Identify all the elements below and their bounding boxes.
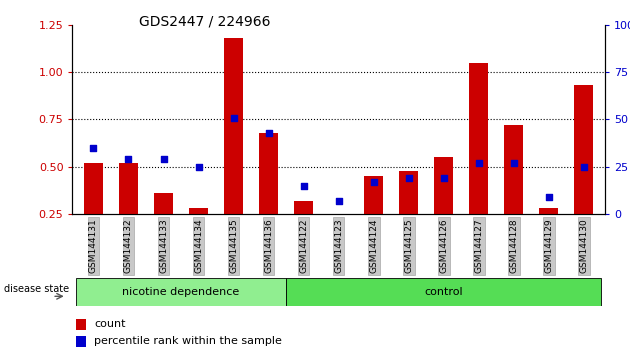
Bar [504,125,524,262]
Text: GSM144124: GSM144124 [369,219,378,273]
Point [508,160,518,166]
Text: GSM144135: GSM144135 [229,219,238,273]
Bar [469,63,488,262]
Bar [294,201,313,262]
Text: control: control [425,287,463,297]
Point [229,115,239,120]
Point [159,156,169,162]
Point [299,183,309,189]
Point [544,194,554,200]
Text: GSM144136: GSM144136 [264,219,273,273]
Text: GSM144133: GSM144133 [159,219,168,273]
Bar [76,319,86,330]
Point [404,175,414,181]
Bar [259,133,278,262]
Point [579,164,589,170]
Point [263,130,273,136]
Point [88,145,98,151]
Point [369,179,379,185]
Text: GSM144128: GSM144128 [509,219,518,273]
Text: GSM144126: GSM144126 [439,219,448,273]
Bar [364,176,383,262]
Text: count: count [94,319,125,329]
Text: GSM144134: GSM144134 [194,219,203,273]
Bar [76,336,86,347]
Bar [574,85,593,262]
Text: GSM144122: GSM144122 [299,219,308,273]
Bar [539,209,558,262]
Text: GSM144130: GSM144130 [580,219,588,273]
Text: GSM144127: GSM144127 [474,219,483,273]
Point [193,164,203,170]
Text: percentile rank within the sample: percentile rank within the sample [94,336,282,346]
Text: GDS2447 / 224966: GDS2447 / 224966 [139,14,270,28]
Bar [154,193,173,262]
Bar [84,163,103,262]
Bar [189,209,208,262]
Point [438,175,449,181]
Text: GSM144129: GSM144129 [544,219,553,273]
Point [474,160,484,166]
Point [333,198,343,204]
Bar [286,278,601,306]
Bar [399,171,418,262]
Bar [76,278,286,306]
Bar [329,258,348,262]
Bar [119,163,138,262]
Text: GSM144132: GSM144132 [124,219,133,273]
Text: nicotine dependence: nicotine dependence [122,287,239,297]
Text: GSM144131: GSM144131 [89,219,98,273]
Text: GSM144123: GSM144123 [334,219,343,273]
Bar [224,38,243,262]
Text: disease state: disease state [4,284,69,294]
Point [123,156,134,162]
Bar [434,157,454,262]
Text: GSM144125: GSM144125 [404,219,413,273]
